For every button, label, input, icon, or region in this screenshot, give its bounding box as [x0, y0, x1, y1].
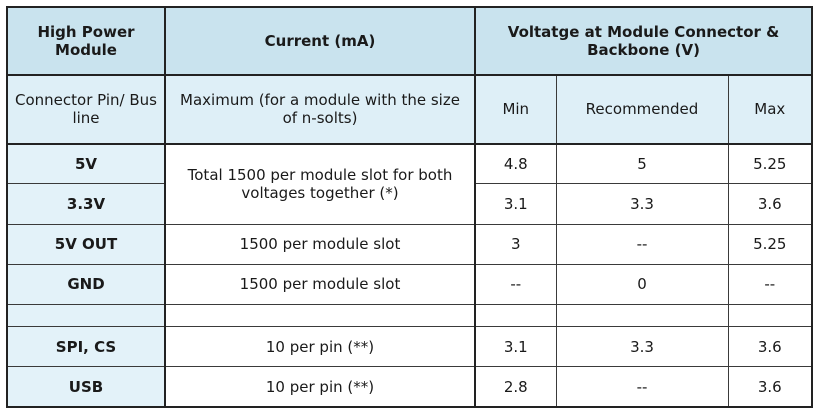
min-value — [474, 303, 557, 328]
subheader-maximum: Maximum (for a module with the size of n… — [164, 74, 476, 145]
subheader-pin: Connector Pin/ Bus line — [6, 74, 166, 145]
header-module: High Power Module — [6, 6, 166, 77]
current-value — [164, 303, 476, 328]
current-value: 10 per pin (**) — [164, 326, 476, 368]
table-row: 5V OUT 1500 per module slot 3 -- 5.25 — [6, 223, 813, 265]
pin-label — [6, 303, 166, 328]
header-row: High Power Module Current (mA) Voltatge … — [6, 6, 813, 77]
recommended-value: 0 — [555, 263, 729, 305]
table-row: SPI, CS 10 per pin (**) 3.1 3.3 3.6 — [6, 326, 813, 368]
recommended-value: -- — [555, 223, 729, 265]
header-current: Current (mA) — [164, 6, 476, 77]
pin-label: 3.3V — [6, 183, 166, 225]
max-value: -- — [727, 263, 813, 305]
pin-label: 5V — [6, 143, 166, 185]
table-row: 5V Total 1500 per module slot for both v… — [6, 143, 813, 225]
current-value: 10 per pin (**) — [164, 366, 476, 408]
current-value: 1500 per module slot — [164, 223, 476, 265]
pin-label: USB — [6, 366, 166, 408]
current-value: Total 1500 per module slot for both volt… — [164, 143, 476, 225]
subheader-row: Connector Pin/ Bus line Maximum (for a m… — [6, 74, 813, 145]
max-value: 5.25 — [727, 143, 813, 185]
recommended-value — [555, 303, 729, 328]
recommended-value: 3.3 — [555, 183, 729, 225]
max-value: 5.25 — [727, 223, 813, 265]
max-value — [727, 303, 813, 328]
power-spec-table: High Power Module Current (mA) Voltatge … — [6, 6, 814, 408]
table-row: GND 1500 per module slot -- 0 -- — [6, 263, 813, 305]
min-value: 3.1 — [474, 183, 557, 225]
current-value: 1500 per module slot — [164, 263, 476, 305]
subheader-max: Max — [727, 74, 813, 145]
subheader-recommended: Recommended — [555, 74, 729, 145]
min-value: 2.8 — [474, 366, 557, 408]
recommended-value: 5 — [555, 143, 729, 185]
header-voltage: Voltatge at Module Connector & Backbone … — [473, 6, 813, 77]
min-value: 4.8 — [474, 143, 557, 185]
pin-label: GND — [6, 263, 166, 305]
recommended-value: -- — [555, 366, 729, 408]
min-value: 3 — [474, 223, 557, 265]
pin-label: 5V OUT — [6, 223, 166, 265]
min-value: 3.1 — [474, 326, 557, 368]
max-value: 3.6 — [727, 366, 813, 408]
min-value: -- — [474, 263, 557, 305]
max-value: 3.6 — [727, 326, 813, 368]
recommended-value: 3.3 — [555, 326, 729, 368]
table-row: 3.3V 3.1 3.3 3.6 — [6, 183, 813, 225]
table-row: USB 10 per pin (**) 2.8 -- 3.6 — [6, 366, 813, 408]
pin-label: SPI, CS — [6, 326, 166, 368]
spacer-row — [6, 303, 813, 328]
max-value: 3.6 — [727, 183, 813, 225]
subheader-min: Min — [474, 74, 557, 145]
